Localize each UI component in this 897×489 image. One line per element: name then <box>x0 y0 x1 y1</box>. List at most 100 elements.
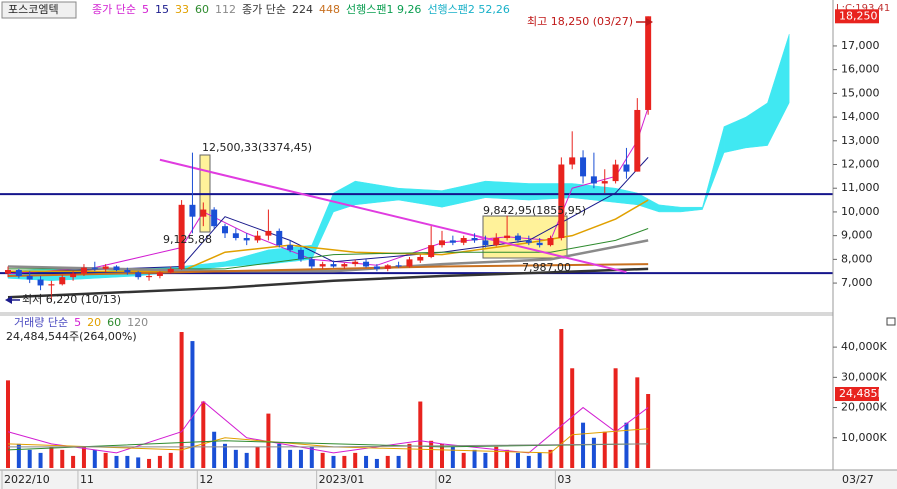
annotation: 9,125,88 <box>163 233 212 246</box>
legend-item: 60 <box>195 3 209 16</box>
volume-bar <box>190 341 195 468</box>
volume-bar <box>353 452 358 468</box>
y-tick-label: 30,000K <box>841 370 887 383</box>
volume-bar <box>624 422 629 468</box>
volume-bar <box>92 449 97 468</box>
volume-bar <box>136 457 141 468</box>
volume-bar <box>201 401 206 468</box>
candle-body <box>471 238 478 241</box>
volume-bar <box>385 455 390 468</box>
candle-body <box>113 266 120 271</box>
candle-body <box>449 240 456 243</box>
volume-bar <box>49 446 54 468</box>
panel-button[interactable] <box>886 317 896 326</box>
y-tick-label: 14,000 <box>841 110 880 123</box>
volume-bar <box>255 446 260 468</box>
volume-bar <box>81 446 86 468</box>
candle-body <box>341 264 348 267</box>
volume-bar <box>103 452 108 468</box>
date-axis <box>0 470 897 489</box>
plot-layer <box>0 16 833 468</box>
volume-bar <box>418 401 423 468</box>
candle-body <box>102 266 109 269</box>
panel-separator <box>0 312 897 316</box>
volume-bar <box>407 443 412 468</box>
stock-name-box[interactable] <box>1 1 77 19</box>
volume-bar <box>537 452 542 468</box>
volume-summary: 24,484,544주(264,00%) <box>6 330 137 343</box>
candle-body <box>536 242 543 246</box>
candle-body <box>167 268 174 273</box>
candle-body <box>243 238 250 241</box>
legend-item: 224 <box>292 3 313 16</box>
candle-body <box>504 235 511 239</box>
note: L:C:193,41 <box>836 3 890 14</box>
volume-bar <box>526 455 531 468</box>
y-tick-label: 40,000K <box>841 340 887 353</box>
volume-bar <box>483 452 488 468</box>
arrow-head <box>646 18 653 26</box>
candle-body <box>211 209 218 227</box>
candle-body <box>189 204 196 217</box>
volume-bar <box>570 368 575 468</box>
legend-item: 선행스팬2 52,26 <box>427 3 509 16</box>
candle-body <box>623 164 630 172</box>
axis-panel <box>833 0 897 489</box>
y-tick-label: 8,000 <box>841 252 873 265</box>
legend-item: 448 <box>319 3 340 16</box>
price-tag <box>835 387 879 402</box>
y-tick-label: 15,000 <box>841 86 880 99</box>
volume-bar <box>440 443 444 468</box>
candle-body <box>439 240 445 246</box>
candle-body <box>395 265 402 267</box>
x-tick-label: 02 <box>438 473 452 486</box>
ichimoku-cloud <box>485 180 530 201</box>
legend-item: 60 <box>107 316 121 329</box>
volume-bar <box>179 332 184 468</box>
candle-body <box>493 238 500 246</box>
moving-average <box>8 228 649 270</box>
candle-body <box>59 277 66 285</box>
volume-bar <box>429 440 434 468</box>
overlay: 2022/10 11 12 2023/01 02 03 7,000 8,000 9,000 10,… <box>1 3 887 489</box>
volume-bar <box>168 452 173 468</box>
volume-bar <box>244 452 249 468</box>
volume-bar <box>309 446 314 468</box>
candle-body <box>200 209 207 217</box>
candle-body <box>15 270 22 276</box>
x-tick-label: 12 <box>199 473 213 486</box>
volume-bar <box>646 394 651 468</box>
volume-bar <box>635 377 640 468</box>
candle-body <box>417 256 424 261</box>
y-tick-label: 12,000 <box>841 158 880 171</box>
volume-moving-average <box>8 443 649 448</box>
legend-item: 종가 단순 <box>242 3 286 16</box>
volume-bar <box>288 449 293 468</box>
candle-body <box>156 272 163 276</box>
volume-bar <box>331 455 336 468</box>
volume-bar <box>298 449 303 468</box>
volume-bar <box>233 449 238 468</box>
y-tick-label: 13,000 <box>841 134 880 147</box>
candle-body <box>254 235 261 241</box>
x-tick-label: 03 <box>557 473 571 486</box>
volume-bar <box>60 449 65 468</box>
volume-bar <box>147 458 152 468</box>
candle-body <box>645 16 652 110</box>
candle-body <box>80 267 87 274</box>
candle-body <box>178 204 185 269</box>
moving-average <box>7 267 649 299</box>
candle-body <box>308 259 315 267</box>
ichimoku-cloud <box>528 183 573 201</box>
volume-bar <box>374 458 379 468</box>
legend-item: 선행스팬1 9,26 <box>346 3 421 16</box>
stock-name[interactable]: 포스코엠텍 <box>8 3 59 16</box>
candle-body <box>146 275 153 278</box>
volume-bar <box>266 413 271 468</box>
candle-body <box>48 284 55 286</box>
annotation: 최고 18,250 (03/27) <box>527 15 633 28</box>
last-date: 03/27 <box>842 473 874 486</box>
candle-body <box>612 164 619 182</box>
